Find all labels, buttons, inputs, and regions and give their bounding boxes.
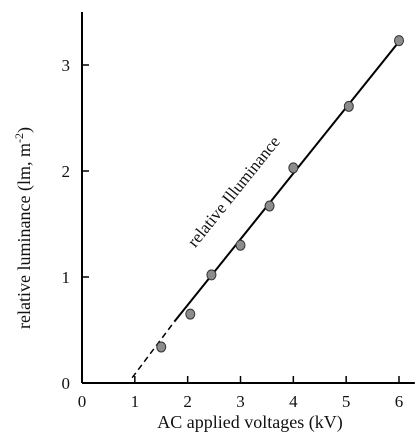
fit-line xyxy=(131,41,400,379)
x-tick-label: 5 xyxy=(342,392,351,411)
data-point xyxy=(288,162,299,174)
y-axis: 0 1 2 3 xyxy=(62,12,89,393)
data-point xyxy=(343,100,354,112)
x-tick-label: 6 xyxy=(395,392,404,411)
x-axis: 0 1 2 3 4 5 6 xyxy=(78,376,415,411)
y-axis-title-close: ) xyxy=(14,127,35,133)
data-point xyxy=(185,308,196,320)
data-point xyxy=(206,269,217,281)
y-tick-label: 0 xyxy=(62,374,71,393)
fit-line-extrapolation xyxy=(131,321,176,379)
y-axis-title: relative luminance (lm, m-2) xyxy=(12,127,35,329)
x-tick-label: 2 xyxy=(183,392,192,411)
fit-line-solid xyxy=(173,41,400,323)
data-point xyxy=(394,35,404,47)
x-tick-label: 0 xyxy=(78,392,87,411)
x-tick-label: 1 xyxy=(131,392,140,411)
y-tick-label: 3 xyxy=(62,56,71,75)
x-axis-title: AC applied voltages (kV) xyxy=(157,412,342,433)
data-point xyxy=(264,200,275,212)
y-tick-label: 1 xyxy=(62,268,71,287)
x-tick-label: 3 xyxy=(236,392,245,411)
data-point xyxy=(156,341,167,353)
x-ticks: 0 1 2 3 4 5 6 xyxy=(78,376,404,411)
y-axis-title-superscript: -2 xyxy=(12,133,26,143)
y-tick-label: 2 xyxy=(62,162,71,181)
y-ticks: 0 1 2 3 xyxy=(62,56,89,393)
data-points xyxy=(156,35,404,353)
series-annotation: relative Illuminance xyxy=(184,132,284,250)
x-tick-label: 4 xyxy=(289,392,298,411)
data-point xyxy=(235,239,246,251)
